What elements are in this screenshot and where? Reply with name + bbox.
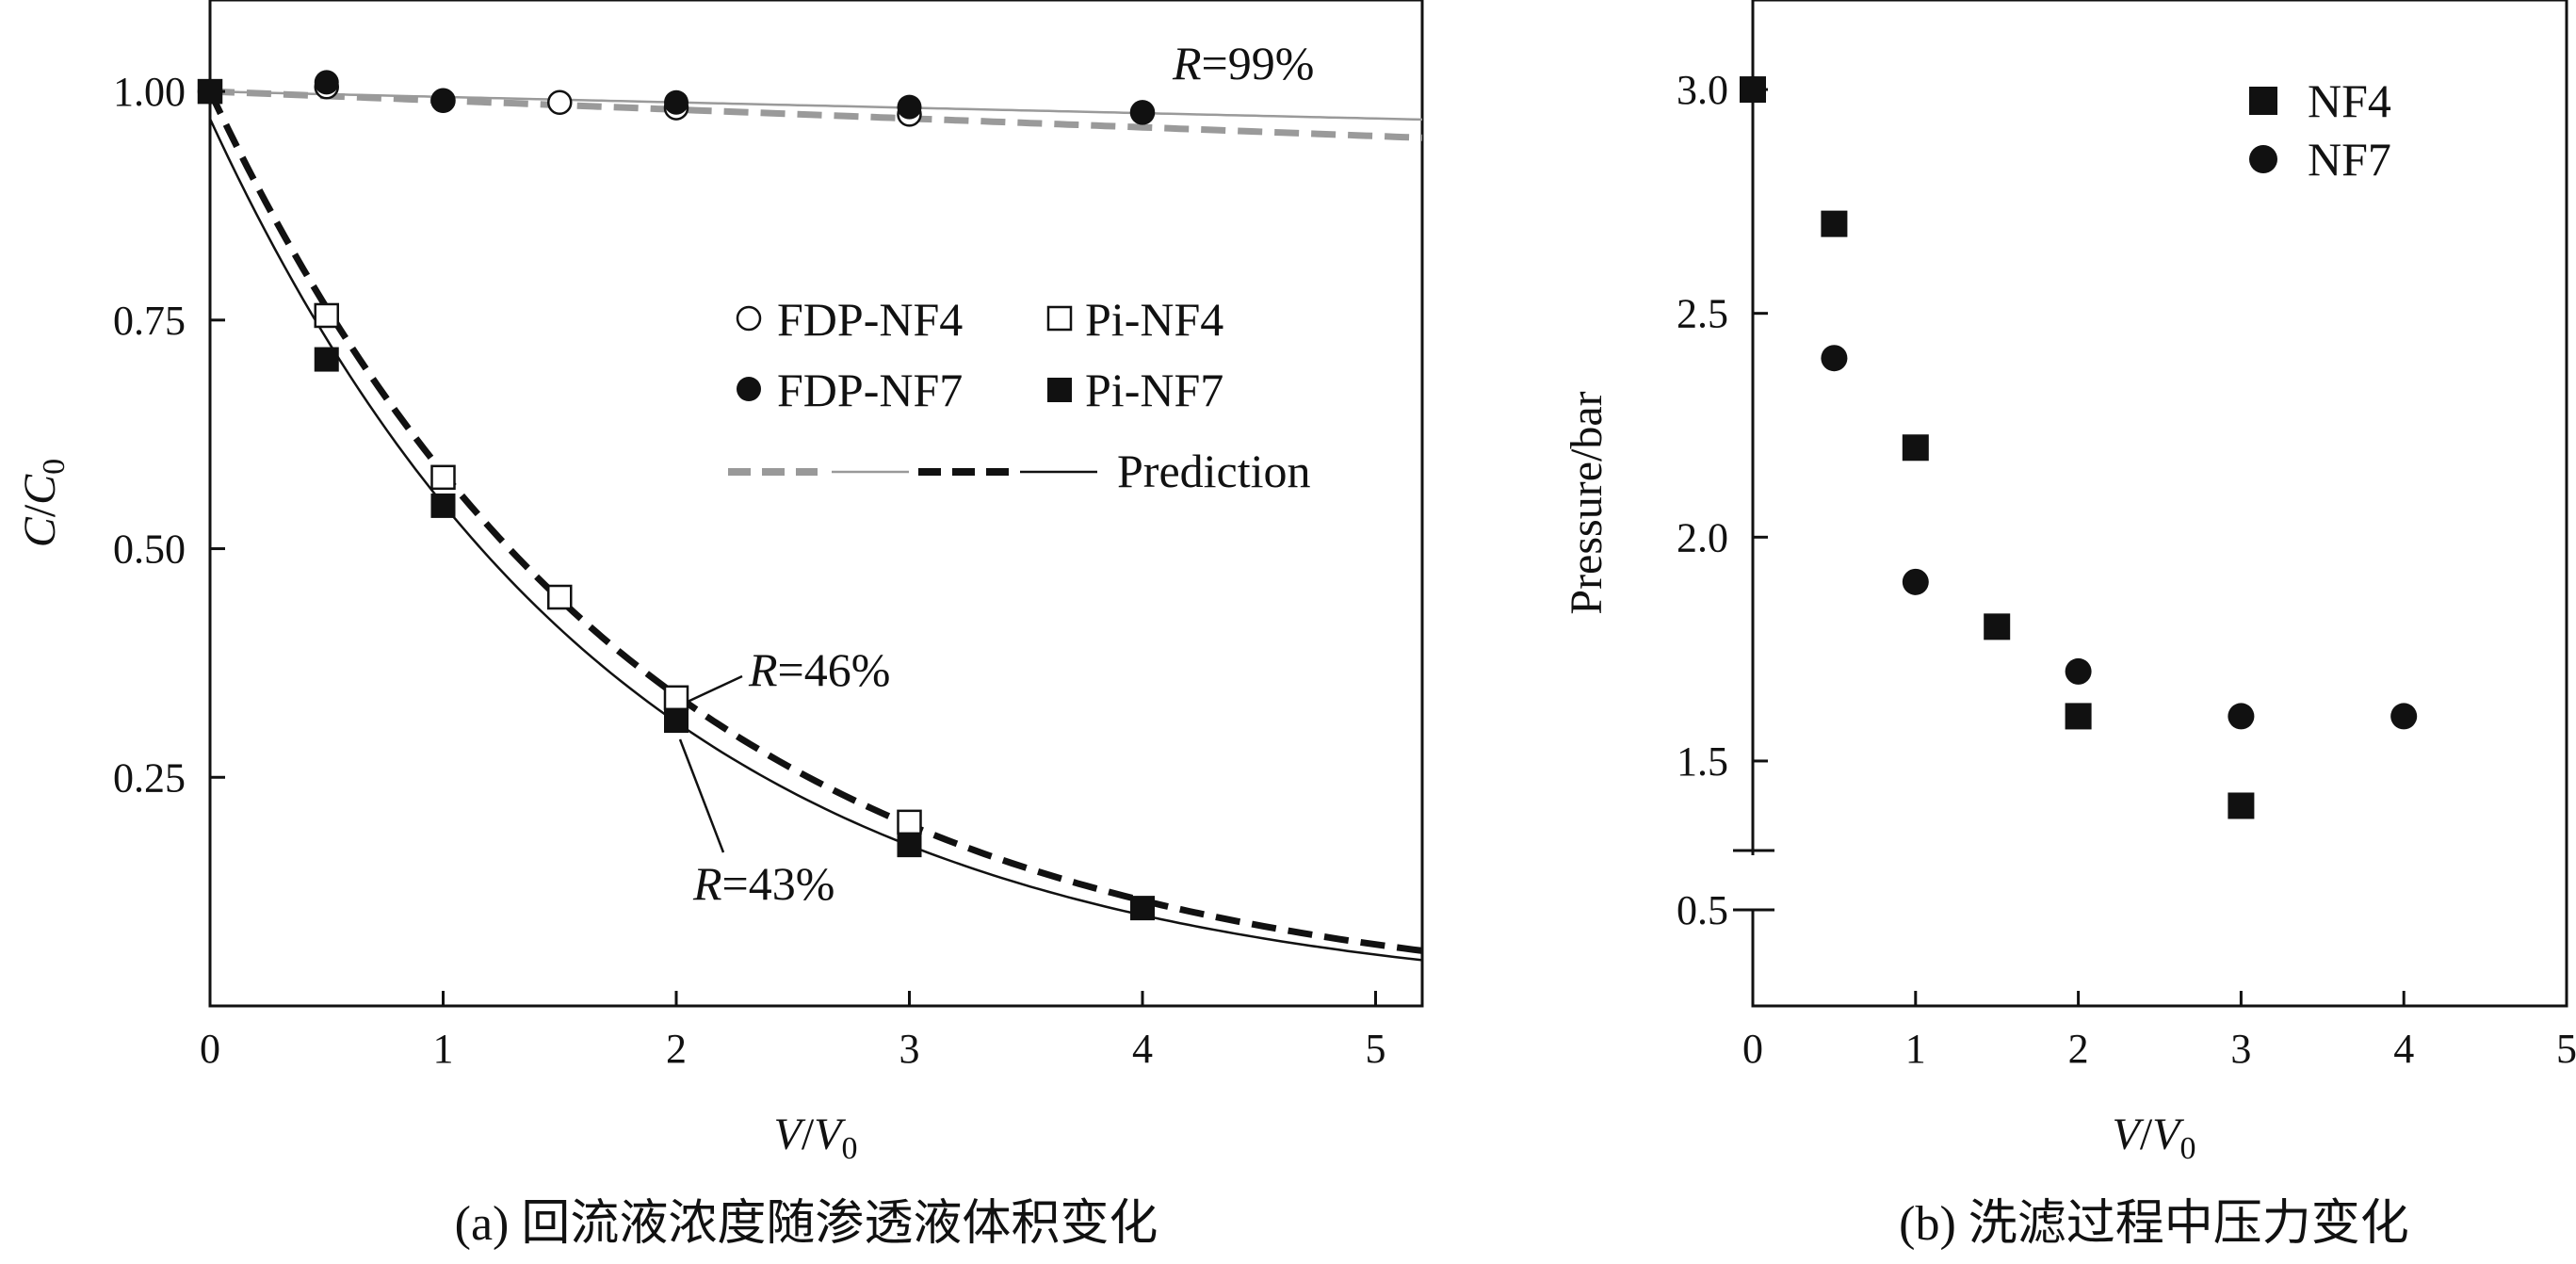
point-fdp-nf7-2	[430, 88, 456, 113]
prediction-curves-a	[206, 88, 1423, 962]
point-pi-nf4-2	[430, 464, 456, 491]
point-fdp-nf7-4	[897, 94, 922, 120]
x-tick-label-a-5: 5	[1366, 1026, 1386, 1072]
prediction-curve-gray-dashed	[209, 88, 1423, 141]
x-tick-label-b-0: 0	[1742, 1026, 1763, 1072]
axis-ticks-a: 0 1 2 3 4 5 0.25 0.50 0.75 1.00	[113, 69, 1386, 1072]
data-points-a	[197, 70, 1156, 921]
point-nf7-2	[1902, 568, 1929, 595]
x-tick-label-b-4: 4	[2393, 1026, 2414, 1072]
prediction-curve-black-dashed	[206, 89, 1423, 954]
legend-a: FDP-NF4 Pi-NF4 FDP-NF7 Pi-NF7 Prediction	[728, 293, 1311, 497]
annotation-r43-leader	[678, 738, 725, 853]
x-tick-label-a-0: 0	[200, 1026, 220, 1072]
annotation-r46-symbol: R	[748, 643, 778, 696]
legend-label-nf7: NF7	[2308, 133, 2391, 186]
x-tick-label-b-3: 3	[2230, 1026, 2251, 1072]
legend-label-fdp-nf4: FDP-NF4	[777, 293, 963, 346]
legend-b: NF4 NF7	[2249, 74, 2391, 186]
plot-frame-b	[1751, 0, 2568, 1008]
y-tick-label-a-0.25: 0.25	[113, 754, 186, 801]
ylabel-a: C/C0	[15, 459, 72, 547]
legend-label-pi-nf7: Pi-NF7	[1085, 364, 1223, 416]
point-pi-nf7-4	[897, 833, 922, 858]
plot-frame-a	[208, 0, 1424, 1008]
axis-break-gap	[1745, 855, 1762, 910]
point-pi-nf7-0	[198, 79, 222, 105]
annotation-r99-value: =99%	[1202, 37, 1315, 89]
point-pi-nf4-5	[897, 809, 922, 835]
annotation-r46: R=46%	[748, 643, 890, 696]
x-tick-label-a-4: 4	[1132, 1026, 1153, 1072]
annotation-r43: R=43%	[692, 857, 834, 910]
legend-label-fdp-nf7: FDP-NF7	[777, 364, 963, 416]
point-pi-nf7-2	[430, 493, 456, 518]
y-tick-label-a-1: 1.00	[113, 69, 186, 115]
xlabel-b: V/V0	[2113, 1110, 2196, 1166]
y-tick-label-b-3: 3.0	[1677, 67, 1728, 113]
point-fdp-nf7-5	[1130, 100, 1155, 125]
annotation-r99-symbol: R	[1172, 37, 1202, 89]
annotation-r99: R=99%	[1172, 37, 1314, 89]
axis-ticks-b: 0 1 2 3 4 5 0.5 1.5 2.0 2.5 3.0	[1677, 67, 2576, 1072]
point-nf4-4	[2065, 703, 2092, 730]
legend-marker-pi-nf7	[1047, 378, 1072, 402]
point-pi-nf4-3	[547, 584, 573, 610]
legend-label-nf4: NF4	[2308, 74, 2391, 127]
point-pi-nf4-1	[314, 302, 339, 329]
point-pi-nf7-3	[664, 708, 689, 734]
point-nf7-0	[1740, 76, 1766, 104]
legend-label-prediction: Prediction	[1117, 445, 1311, 497]
point-fdp-nf7-3	[664, 89, 689, 115]
point-nf4-5	[2228, 792, 2255, 819]
x-tick-label-a-1: 1	[433, 1026, 454, 1072]
ylabel-b: Pressure/bar	[1562, 391, 1612, 614]
x-tick-label-b-5: 5	[2556, 1026, 2576, 1072]
caption-b: (b) 洗滤过程中压力变化	[1899, 1197, 2409, 1251]
data-points-b	[1740, 76, 2418, 819]
point-nf7-4	[2228, 703, 2255, 730]
y-tick-label-b-1.5: 1.5	[1677, 738, 1728, 785]
xlabel-a: V/V0	[774, 1110, 858, 1166]
point-nf7-1	[1821, 345, 1848, 372]
point-nf4-3	[1984, 613, 2011, 640]
point-pi-nf7-1	[314, 347, 339, 372]
x-tick-label-a-3: 3	[899, 1026, 920, 1072]
caption-a: (a) 回流液浓度随渗透液体积变化	[455, 1197, 1158, 1251]
panel-a: 0 1 2 3 4 5 0.25 0.50 0.75 1.00 C/C0 V/V0 (a) 回流液…	[15, 0, 1424, 1251]
legend-marker-nf4	[2249, 87, 2277, 115]
y-tick-label-a-0.5: 0.50	[113, 527, 186, 573]
y-tick-label-b-2: 2.0	[1677, 514, 1728, 560]
panel-b: 0 1 2 3 4 50.51.52.02.53.0 Pressure/bar V/V0 …	[1562, 0, 2576, 1251]
point-fdp-nf7-1	[314, 70, 339, 95]
point-nf7-5	[2390, 703, 2418, 730]
annotation-r46-value: =46%	[778, 643, 891, 696]
legend-marker-pi-nf4	[1046, 305, 1073, 332]
x-tick-label-a-2: 2	[666, 1026, 687, 1072]
prediction-curve-black-thin	[208, 118, 1423, 962]
point-nf7-3	[2065, 657, 2092, 685]
annotation-r43-symbol: R	[692, 857, 722, 910]
legend-marker-nf7	[2249, 145, 2277, 173]
point-nf4-1	[1821, 210, 1848, 237]
annotation-r43-value: =43%	[722, 857, 835, 910]
point-fdp-nf4-3	[547, 89, 573, 115]
prediction-curve-gray-thin	[209, 89, 1423, 122]
y-tick-label-a-0.75: 0.75	[113, 298, 186, 344]
point-nf4-2	[1902, 434, 1929, 462]
x-tick-label-b-2: 2	[2068, 1026, 2089, 1072]
legend-marker-fdp-nf4	[736, 305, 762, 332]
x-tick-label-b-1: 1	[1905, 1026, 1926, 1072]
point-pi-nf7-5	[1130, 896, 1155, 921]
legend-marker-fdp-nf7	[737, 377, 761, 401]
y-tick-label-b-0.5: 0.5	[1677, 887, 1728, 933]
legend-label-pi-nf4: Pi-NF4	[1085, 293, 1223, 346]
y-tick-label-b-2.5: 2.5	[1677, 291, 1728, 337]
annotation-r46-leader	[687, 674, 743, 704]
point-pi-nf4-4	[663, 685, 689, 711]
